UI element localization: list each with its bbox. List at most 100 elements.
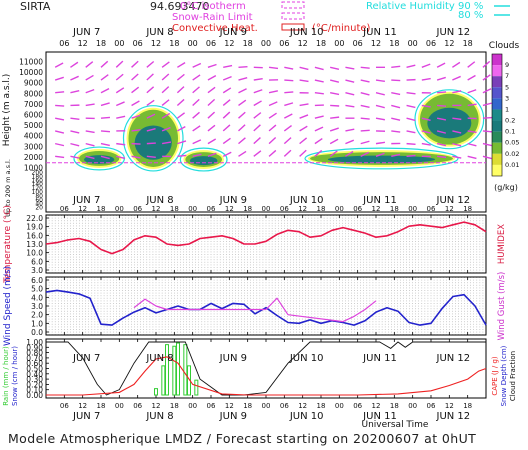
wind-arrow [116, 155, 126, 160]
wind-arrow [238, 65, 248, 68]
wind-arrow [192, 153, 202, 158]
height-tick-label: 7000 [24, 100, 43, 109]
wind-arrow [55, 155, 65, 159]
wind-arrow [238, 76, 248, 81]
wind-arrow [452, 90, 462, 94]
hour-tick-label: 18 [243, 205, 252, 213]
day-label: JUN 7 [72, 195, 100, 206]
hour-tick-label: 06 [427, 402, 436, 410]
hour-tick-label: 06 [206, 39, 216, 48]
y-tick-label: 0.90 [26, 343, 43, 352]
hour-tick-label: 12 [298, 402, 307, 410]
hour-tick-label: 06 [59, 39, 69, 48]
wind-arrow [467, 74, 476, 81]
wind-arrow [115, 73, 124, 81]
hour-tick-label: 18 [169, 39, 179, 48]
wind-arrow [146, 99, 155, 107]
wind-arrow [299, 79, 309, 83]
wind-arrow [222, 124, 231, 132]
hour-tick-label: 18 [97, 205, 106, 213]
y-tick-label: 0.60 [26, 359, 43, 368]
hour-tick-label: 18 [317, 402, 326, 410]
wind-arrow [482, 142, 492, 147]
hour-tick-label: 12 [224, 39, 234, 48]
cloud-frame [45, 51, 487, 213]
wind-arrow [222, 87, 232, 94]
wind-arrow [54, 76, 64, 81]
legend-left-swatch-2 [281, 23, 305, 31]
wind-arrow [314, 126, 324, 132]
day-label: JUN 9 [219, 195, 247, 206]
colorbar-frame [491, 53, 503, 177]
hour-tick-label: 18 [463, 402, 472, 410]
wind-arrow [192, 111, 200, 119]
wind-arrow [253, 150, 262, 157]
hour-tick-label: 06 [60, 205, 69, 213]
y-tick-label: 0.00 [26, 391, 43, 400]
colorbar-tick-label: 1 [505, 105, 509, 113]
wind-arrow [329, 150, 338, 157]
wind-arrow [85, 142, 95, 147]
wind-arrow [314, 92, 324, 95]
wind-arrow [452, 130, 462, 134]
wind-arrow [238, 137, 246, 145]
wind-arrow [70, 130, 80, 134]
height-tick-label: 140 [32, 181, 44, 188]
colorbar-tick-label: 0.1 [505, 128, 515, 136]
legend-right: Relative Humidity 90 %80 % [366, 1, 510, 21]
wind-arrow [467, 61, 476, 68]
colorbar-swatch [492, 87, 502, 99]
y-tick-label: 6.0 [31, 276, 43, 285]
hour-tick-label: 18 [243, 39, 253, 48]
hour-tick-label: 06 [279, 39, 289, 48]
wind-arrow [436, 62, 446, 68]
wind-arrow [436, 130, 447, 134]
hour-tick-label: 00 [188, 402, 197, 410]
height-tick-label: 10000 [19, 68, 43, 77]
wind-arrow [161, 141, 172, 145]
wind-arrow [330, 66, 340, 71]
height-tick-label: 4000 [24, 132, 43, 141]
colorbar-tick-label: 7 [505, 72, 509, 80]
wind-arrow [85, 103, 95, 107]
wind-arrow [375, 117, 385, 121]
wind-arrow [131, 73, 139, 81]
height-tick-label: 9000 [24, 79, 43, 88]
wind-arrow [116, 142, 126, 146]
legend-right-value-0: 90 % [458, 1, 483, 12]
colorbar-tick-label: 0.01 [505, 161, 519, 169]
colorbar-unit: (g/kg) [494, 183, 518, 192]
station-name: SIRTA [20, 0, 51, 13]
wind-arrow [314, 149, 323, 157]
colorbar-swatch [492, 120, 502, 132]
wind-arrow [161, 112, 171, 119]
wind-arrow [100, 88, 110, 94]
wind-arrow [207, 98, 216, 106]
height-tick-label: 100 [32, 189, 44, 196]
wind-arrow [131, 100, 140, 107]
axis-label: CAPE (J / g) [491, 356, 499, 396]
series-line-temp-panel-0 [45, 221, 487, 255]
wind-arrow [421, 77, 431, 81]
wind-arrow [268, 90, 278, 94]
wind-arrow [437, 104, 447, 107]
wind-arrow [176, 112, 186, 119]
humidity-contour [122, 105, 184, 172]
wind-arrow [406, 117, 416, 122]
wind-arrow [375, 92, 385, 96]
wind-arrow [161, 73, 170, 81]
height-tick-label: 1000 [24, 164, 43, 173]
wind-arrow [452, 75, 461, 81]
wind-arrow [176, 86, 185, 94]
wind-arrow [222, 137, 231, 145]
wind-arrow [100, 116, 111, 119]
wind-arrow [238, 99, 247, 107]
wind-arrow [482, 88, 492, 94]
wind-arrow [482, 116, 492, 119]
wind-arrow [482, 74, 491, 81]
wind-arrow [100, 130, 111, 133]
rain-bar [154, 388, 158, 396]
hour-tick-label: 06 [207, 205, 216, 213]
